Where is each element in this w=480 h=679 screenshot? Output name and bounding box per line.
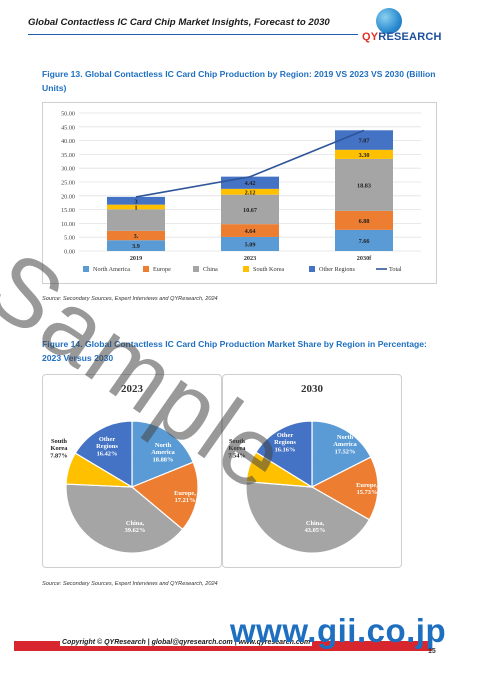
y-tick-label: 30.00 [61, 166, 75, 173]
legend-label: South Korea [253, 266, 284, 273]
pie-2023-title: 2023 [121, 383, 143, 395]
y-tick-label: 5.00 [64, 235, 75, 242]
bar-data-label: 2.12 [245, 189, 256, 196]
bar-data-label: 1 [134, 204, 137, 211]
legend-label: Europe [153, 266, 171, 273]
bar-segment [221, 236, 279, 251]
legend-swatch [193, 266, 199, 272]
y-tick-label: 20.00 [61, 193, 75, 200]
pie-slice [310, 456, 379, 521]
bar-segment [107, 230, 165, 241]
logo-text: QYRESEARCH [362, 31, 442, 43]
bar-segment [335, 130, 393, 150]
x-tick-label: 2030f [357, 255, 372, 262]
footer-bar [14, 641, 432, 651]
legend-label: Total [389, 266, 402, 273]
bar-data-label: 7.07 [359, 138, 370, 145]
bar-segment [221, 194, 279, 225]
bar-segment [107, 240, 165, 251]
gii-watermark-url: www.gii.co.jp [230, 612, 447, 649]
figure-14-caption-line1: Figure 14. Global Contactless IC Card Ch… [42, 339, 427, 349]
bar-data-label: 3. [134, 233, 139, 240]
page-number: 15 [428, 648, 436, 655]
globe-icon [376, 8, 402, 34]
y-tick-label: 0.00 [64, 249, 75, 256]
pie-slice [65, 483, 184, 554]
pie-2023-frame: 2023 North America 18.88% Europe, 17.21% Chin… [42, 374, 222, 568]
pie-slice [74, 420, 133, 489]
bar-data-label: 4.64 [245, 228, 256, 235]
legend-swatch [309, 266, 315, 272]
pie-slice-label: Other Regions 16.42% [96, 436, 118, 457]
bar-segment [335, 149, 393, 159]
y-tick-label: 25.00 [61, 180, 75, 187]
legend-swatch [243, 266, 249, 272]
bar-segment [107, 204, 165, 210]
pie-slice-label: China, 43.05% [305, 520, 326, 534]
figure-13-source: Source: Secondary Sources, Expert Interv… [42, 296, 218, 302]
pie-slice-label: North America 18.88% [151, 442, 175, 463]
bar-data-label: 3.30 [359, 152, 370, 159]
bar-data-label: 18.83 [357, 182, 371, 189]
bar-segment [221, 188, 279, 195]
bar-segment [107, 196, 165, 205]
figure-14-caption: Figure 14. Global Contactless IC Card Ch… [42, 338, 427, 365]
pie-slice-label: Europe, 17.21% [174, 490, 196, 504]
legend-swatch [143, 266, 149, 272]
bar-data-label: 7.66 [359, 238, 370, 245]
x-tick-label: 2019 [130, 255, 142, 262]
pie-slice [131, 420, 194, 488]
bar-data-label: 6.88 [359, 218, 370, 225]
pie-slice [255, 420, 313, 489]
pie-slice [130, 461, 199, 531]
pie-slice-label: China, 39.62% [125, 520, 146, 534]
y-tick-label: 35.00 [61, 152, 75, 159]
pie-slice-label: South Korea 7.87% [50, 438, 68, 459]
bar-data-label: 5.09 [245, 241, 256, 248]
figure-13-caption: Figure 13. Global Contactless IC Card Ch… [42, 68, 436, 95]
bar-data-label: 10.67 [243, 207, 257, 214]
pie-slice [311, 420, 372, 488]
figure-14-caption-line2: 2023 Versus 2030 [42, 352, 114, 363]
bar-chart: 0.00 5.00 10.00 15.00 20.00 25.00 30.00 35.00 40… [61, 111, 421, 273]
figure-14-source: Source: Secondary Sources, Expert Interv… [42, 581, 218, 587]
bar-segment [221, 224, 279, 237]
y-tick-label: 10.00 [61, 221, 75, 228]
y-tick-label: 45.00 [61, 124, 75, 131]
bar-chart-frame: 0.00 5.00 10.00 15.00 20.00 25.00 30.00 35.00 40… [42, 102, 437, 284]
qyresearch-logo: QYRESEARCH [362, 4, 454, 48]
report-title: Global Contactless IC Card Chip Market I… [28, 17, 330, 28]
y-tick-label: 40.00 [61, 138, 75, 145]
legend-label: China [203, 266, 218, 273]
legend-label: Other Regions [319, 266, 356, 273]
pie-slice-label: Other Regions 16.16% [274, 432, 296, 453]
bar-segment [335, 210, 393, 230]
bar-data-label: 4.42 [245, 180, 256, 187]
pie-slice [245, 480, 371, 554]
y-tick-label: 50.00 [61, 111, 75, 118]
bar-data-label: 3.9 [132, 243, 140, 250]
x-tick-label: 2023 [244, 255, 256, 262]
figure-13-caption-line2: Units) [42, 82, 67, 93]
pie-chart-2030: North America 17.52% Europe, 15.73% China, 43.… [228, 420, 379, 554]
legend-swatch [83, 266, 89, 272]
footer-copyright: Copyright © QYResearch | global@qyresear… [60, 639, 313, 646]
y-tick-label: 15.00 [61, 207, 75, 214]
pie-slice-label: North America 17.52% [333, 434, 357, 455]
total-line [135, 129, 365, 198]
pie-slice-label: Europe, 15.73% [356, 482, 378, 496]
legend-label: North America [93, 266, 130, 273]
pie-slice-label: South Korea 7.54% [228, 438, 246, 459]
pie-2030-title: 2030 [301, 383, 323, 395]
bar-data-label: 3 [134, 198, 137, 205]
bar-segment [335, 229, 393, 251]
pie-chart-2023: North America 18.88% Europe, 17.21% China, 39.… [50, 420, 199, 554]
pie-2030-frame: 2030 North America 17.52% Europe, 15.73% Chin… [222, 374, 402, 568]
figure-13-caption-line1: Figure 13. Global Contactless IC Card Ch… [42, 69, 436, 79]
bar-segment [107, 209, 165, 231]
bar-segment [335, 158, 393, 211]
header-divider [28, 34, 358, 35]
